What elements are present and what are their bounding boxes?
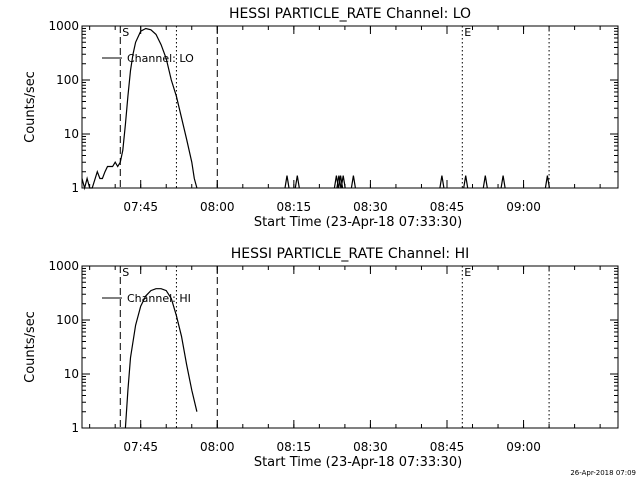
series-spike: [294, 175, 300, 189]
series-line: [81, 27, 198, 191]
plot-frame: [81, 25, 619, 189]
footer-timestamp: 26-Apr-2018 07:09: [570, 469, 636, 477]
y-axis-label: Counts/sec: [23, 71, 38, 143]
x-tick-label: 09:00: [506, 440, 541, 454]
event-marker-label: S: [122, 26, 129, 39]
x-tick-label: 07:45: [123, 440, 158, 454]
legend-label: Channel: HI: [127, 292, 191, 305]
y-tick-label: 1: [71, 421, 79, 435]
y-tick-label: 10: [64, 127, 79, 141]
chart-title: HESSI PARTICLE_RATE Channel: HI: [231, 246, 469, 262]
series-spike: [439, 175, 445, 189]
series-spike: [284, 175, 290, 189]
x-axis-label: Start Time (23-Apr-18 07:33:30): [254, 215, 462, 230]
series-spike: [544, 175, 550, 189]
y-tick-label: 100: [56, 73, 79, 87]
x-axis-label: Start Time (23-Apr-18 07:33:30): [254, 455, 462, 470]
x-tick-label: 08:00: [200, 200, 235, 214]
series-spike: [463, 175, 469, 189]
panel-lo: HESSI PARTICLE_RATE Channel: LO 1 10 100 100…: [23, 6, 619, 230]
series-spike: [500, 175, 506, 189]
panel-hi: HESSI PARTICLE_RATE Channel: HI 1 10 100 100…: [23, 246, 619, 470]
x-tick-label: 08:15: [277, 440, 312, 454]
x-tick-label: 08:15: [277, 200, 312, 214]
y-axis-label: Counts/sec: [23, 311, 38, 383]
event-marker-label: E: [464, 26, 471, 39]
x-tick-label: 08:30: [353, 200, 388, 214]
x-tick-label: 08:00: [200, 440, 235, 454]
y-tick-label: 1: [71, 181, 79, 195]
x-tick-label: 08:45: [430, 440, 465, 454]
chart-title: HESSI PARTICLE_RATE Channel: LO: [229, 6, 471, 22]
y-tick-label: 10: [64, 367, 79, 381]
series-spike: [350, 175, 356, 189]
x-tick-label: 08:30: [353, 440, 388, 454]
x-tick-label: 09:00: [506, 200, 541, 214]
event-marker-label: S: [122, 266, 129, 279]
x-tick-label: 07:45: [123, 200, 158, 214]
series-spike: [482, 175, 488, 189]
series-spike: [336, 175, 342, 189]
x-tick-label: 08:45: [430, 200, 465, 214]
series-line: [124, 288, 198, 429]
series-spike: [340, 175, 346, 189]
plot-frame: [81, 265, 619, 429]
y-tick-label: 1000: [48, 259, 79, 273]
legend-label: Channel: LO: [127, 52, 194, 65]
event-marker-label: E: [464, 266, 471, 279]
y-tick-label: 100: [56, 313, 79, 327]
y-tick-label: 1000: [48, 19, 79, 33]
